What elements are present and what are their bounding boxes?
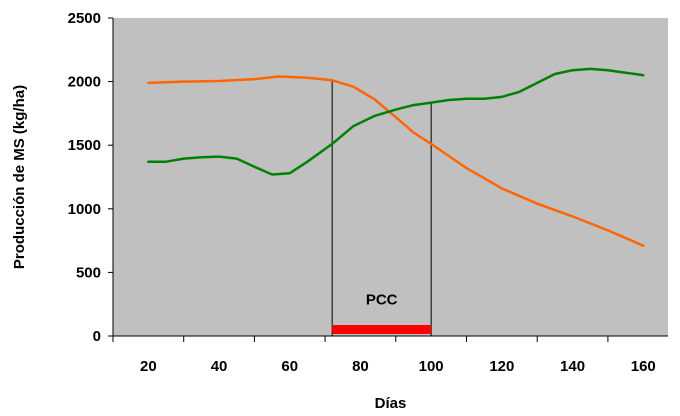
x-tick-label: 60 xyxy=(281,358,298,375)
y-tick-label: 2000 xyxy=(68,74,101,91)
y-tick-label: 500 xyxy=(76,264,101,281)
y-tick-label: 1000 xyxy=(68,201,101,218)
x-tick-label: 140 xyxy=(560,358,585,375)
pcc-markers xyxy=(331,80,432,336)
pcc-label: PCC xyxy=(366,291,398,308)
x-tick-label: 100 xyxy=(419,358,444,375)
series-line-1 xyxy=(147,75,645,247)
y-tick-label: 1500 xyxy=(68,137,101,154)
y-axis-title: Producción de MS (kg/ha) xyxy=(11,85,28,269)
x-tick-label: 40 xyxy=(211,358,228,375)
pcc-bar xyxy=(332,325,432,334)
plot-area xyxy=(113,18,668,336)
x-axis-title: Días xyxy=(375,395,407,412)
x-tick-label: 120 xyxy=(489,358,514,375)
series-layer xyxy=(147,67,645,247)
y-tick-label: 2500 xyxy=(68,10,101,27)
x-tick-label: 20 xyxy=(140,358,157,375)
y-tick-label: 0 xyxy=(93,328,101,345)
x-tick-label: 80 xyxy=(352,358,369,375)
x-tick-label: 160 xyxy=(631,358,656,375)
series-line-2 xyxy=(147,67,645,176)
x-axis: 20 40 60 80 100 120 140 160 xyxy=(112,335,668,375)
y-axis: 0 500 1000 1500 2000 2500 xyxy=(68,10,114,345)
